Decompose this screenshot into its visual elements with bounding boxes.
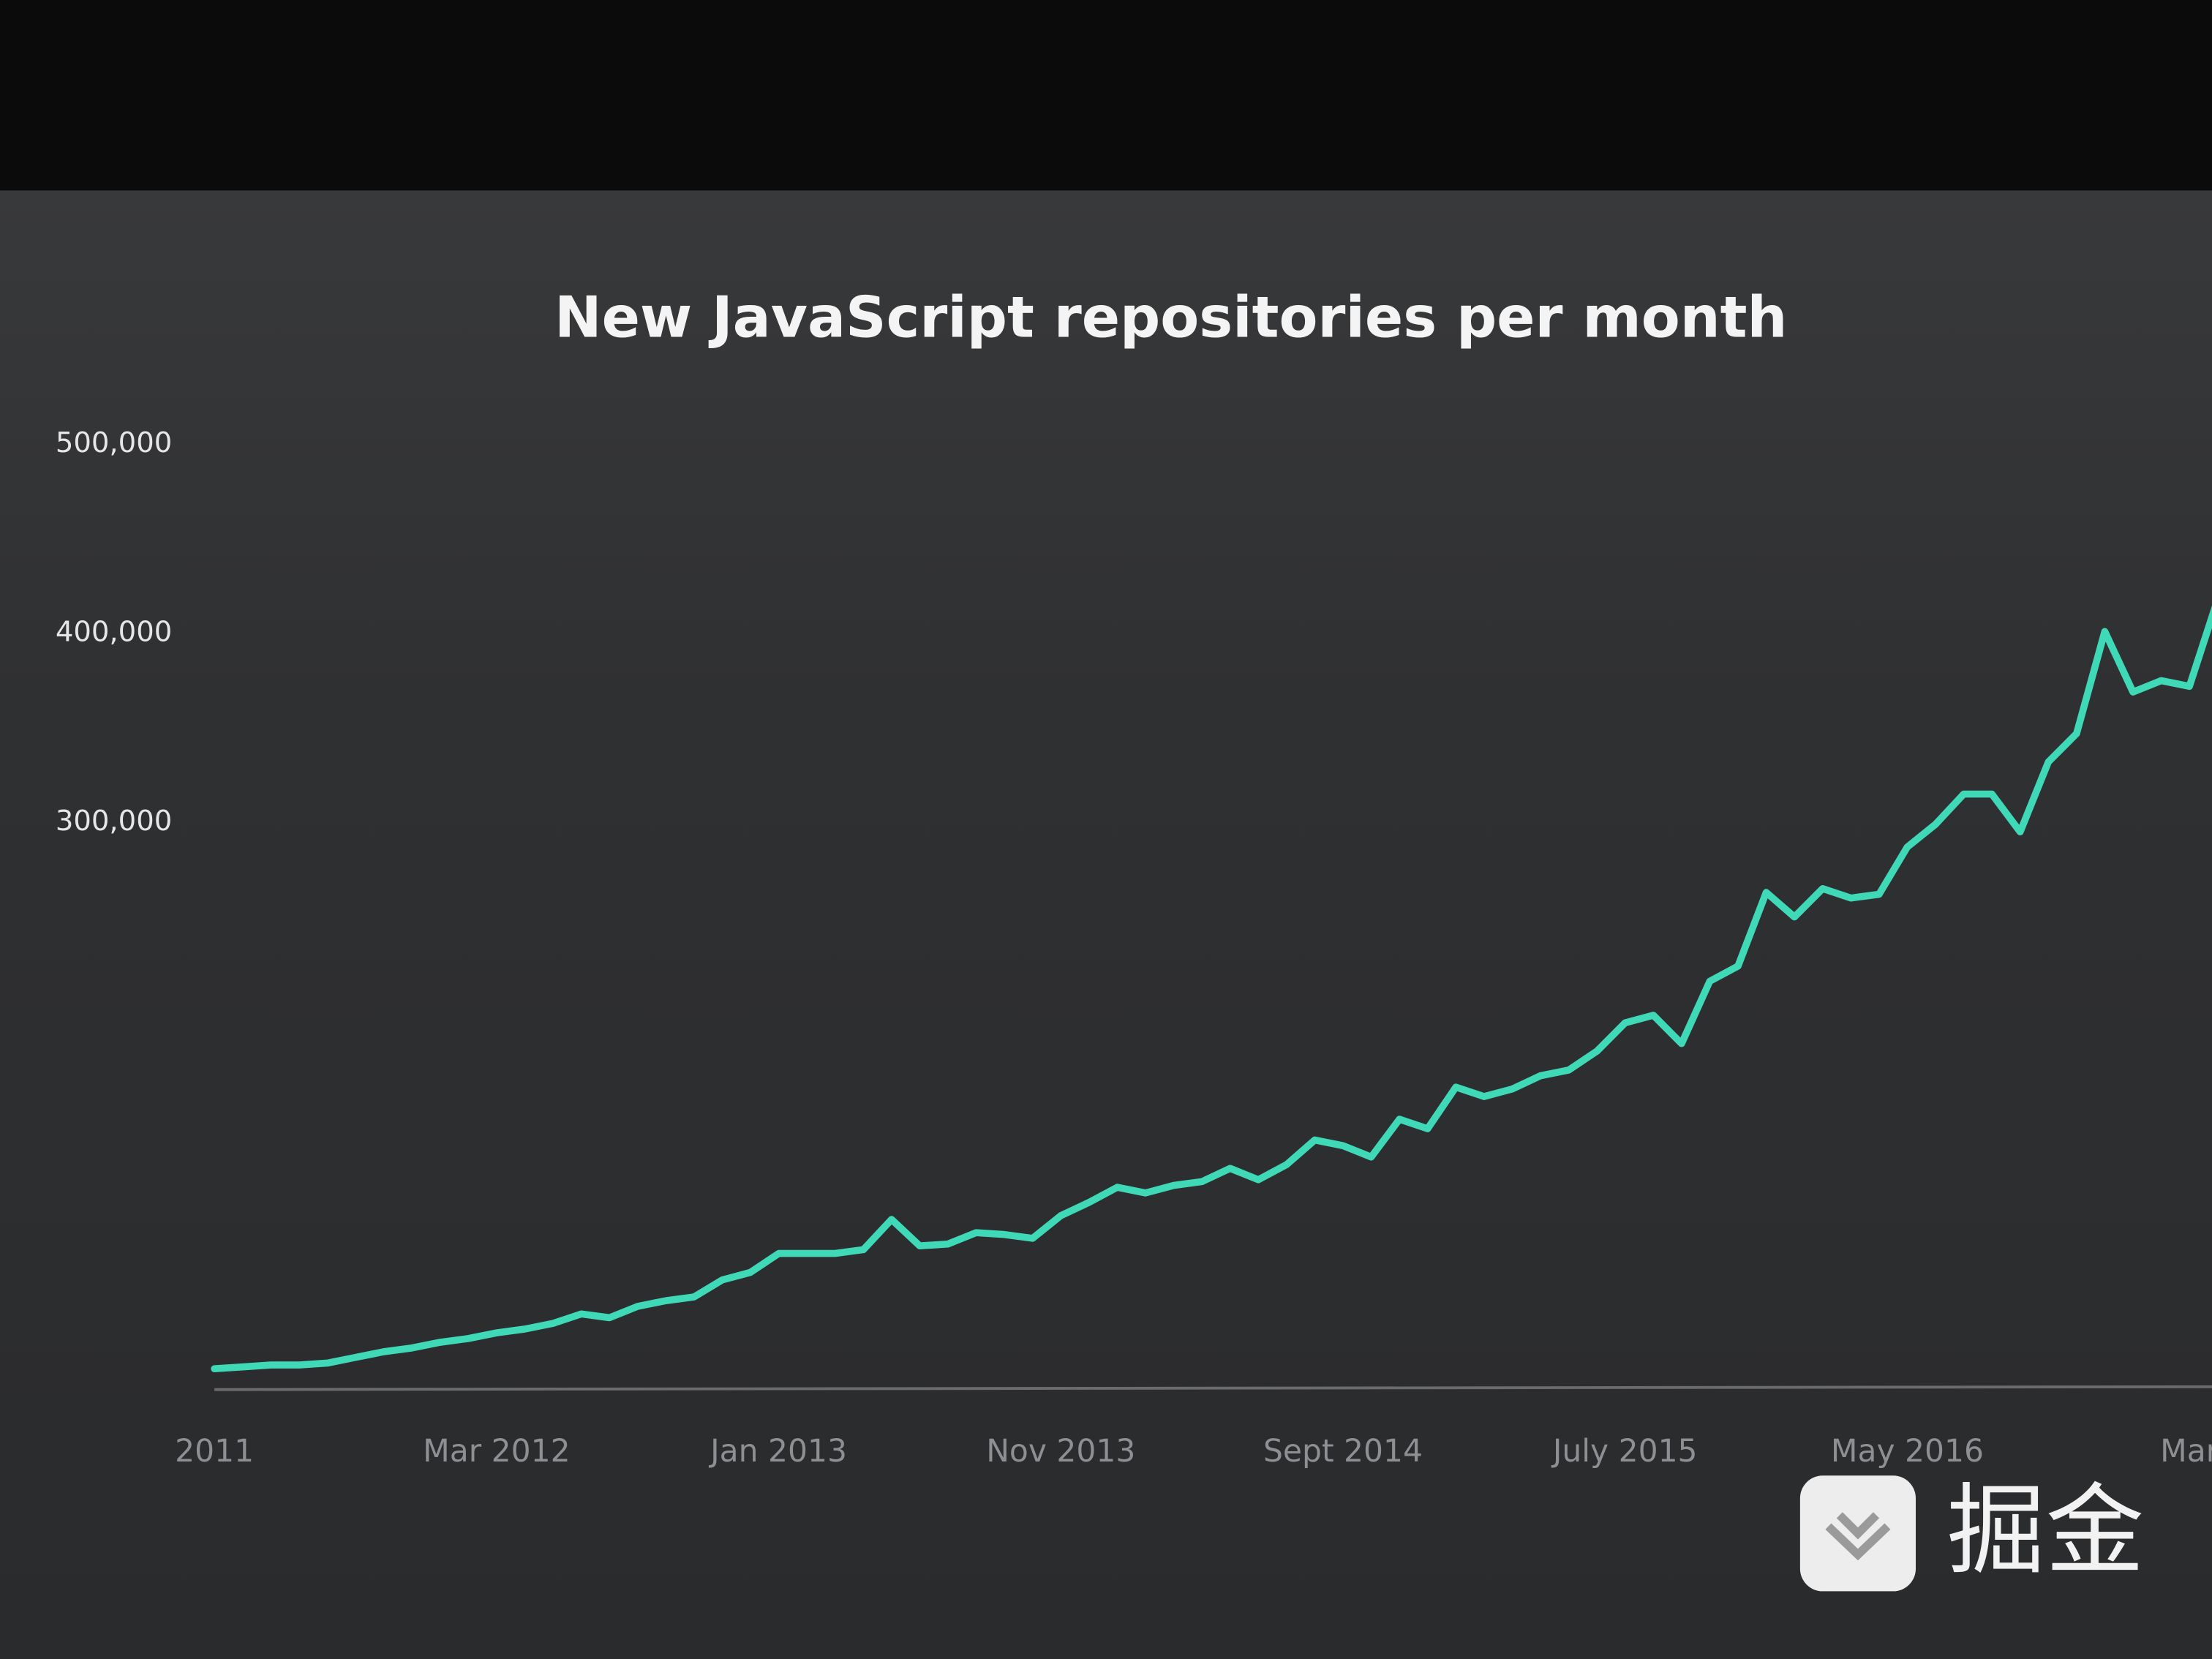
x-tick-label: Mar xyxy=(2160,1434,2212,1470)
watermark: 掘金 xyxy=(1799,1473,2144,1592)
x-tick-label: May 2016 xyxy=(1831,1434,1984,1470)
y-tick-label: 400,000 xyxy=(56,615,172,648)
x-tick-label: Nov 2013 xyxy=(986,1434,1135,1470)
series-line xyxy=(211,605,2212,1373)
x-tick-label: Jan 2013 xyxy=(708,1434,847,1470)
chart-title: New JavaScript repositories per month xyxy=(554,285,1787,351)
x-axis-line xyxy=(214,1385,2212,1391)
x-tick-label: July 2015 xyxy=(1551,1434,1698,1470)
x-tick-label: Mar 2012 xyxy=(423,1434,570,1470)
stage-top xyxy=(0,0,2212,198)
y-tick-label: 300,000 xyxy=(56,805,172,838)
watermark-text: 掘金 xyxy=(1946,1473,2144,1588)
watermark-icon xyxy=(1825,1512,1891,1561)
screen xyxy=(0,190,2212,1659)
y-tick-label: 500,000 xyxy=(56,426,172,459)
x-tick-label: 2011 xyxy=(175,1434,254,1470)
x-tick-label: Sept 2014 xyxy=(1263,1434,1423,1470)
